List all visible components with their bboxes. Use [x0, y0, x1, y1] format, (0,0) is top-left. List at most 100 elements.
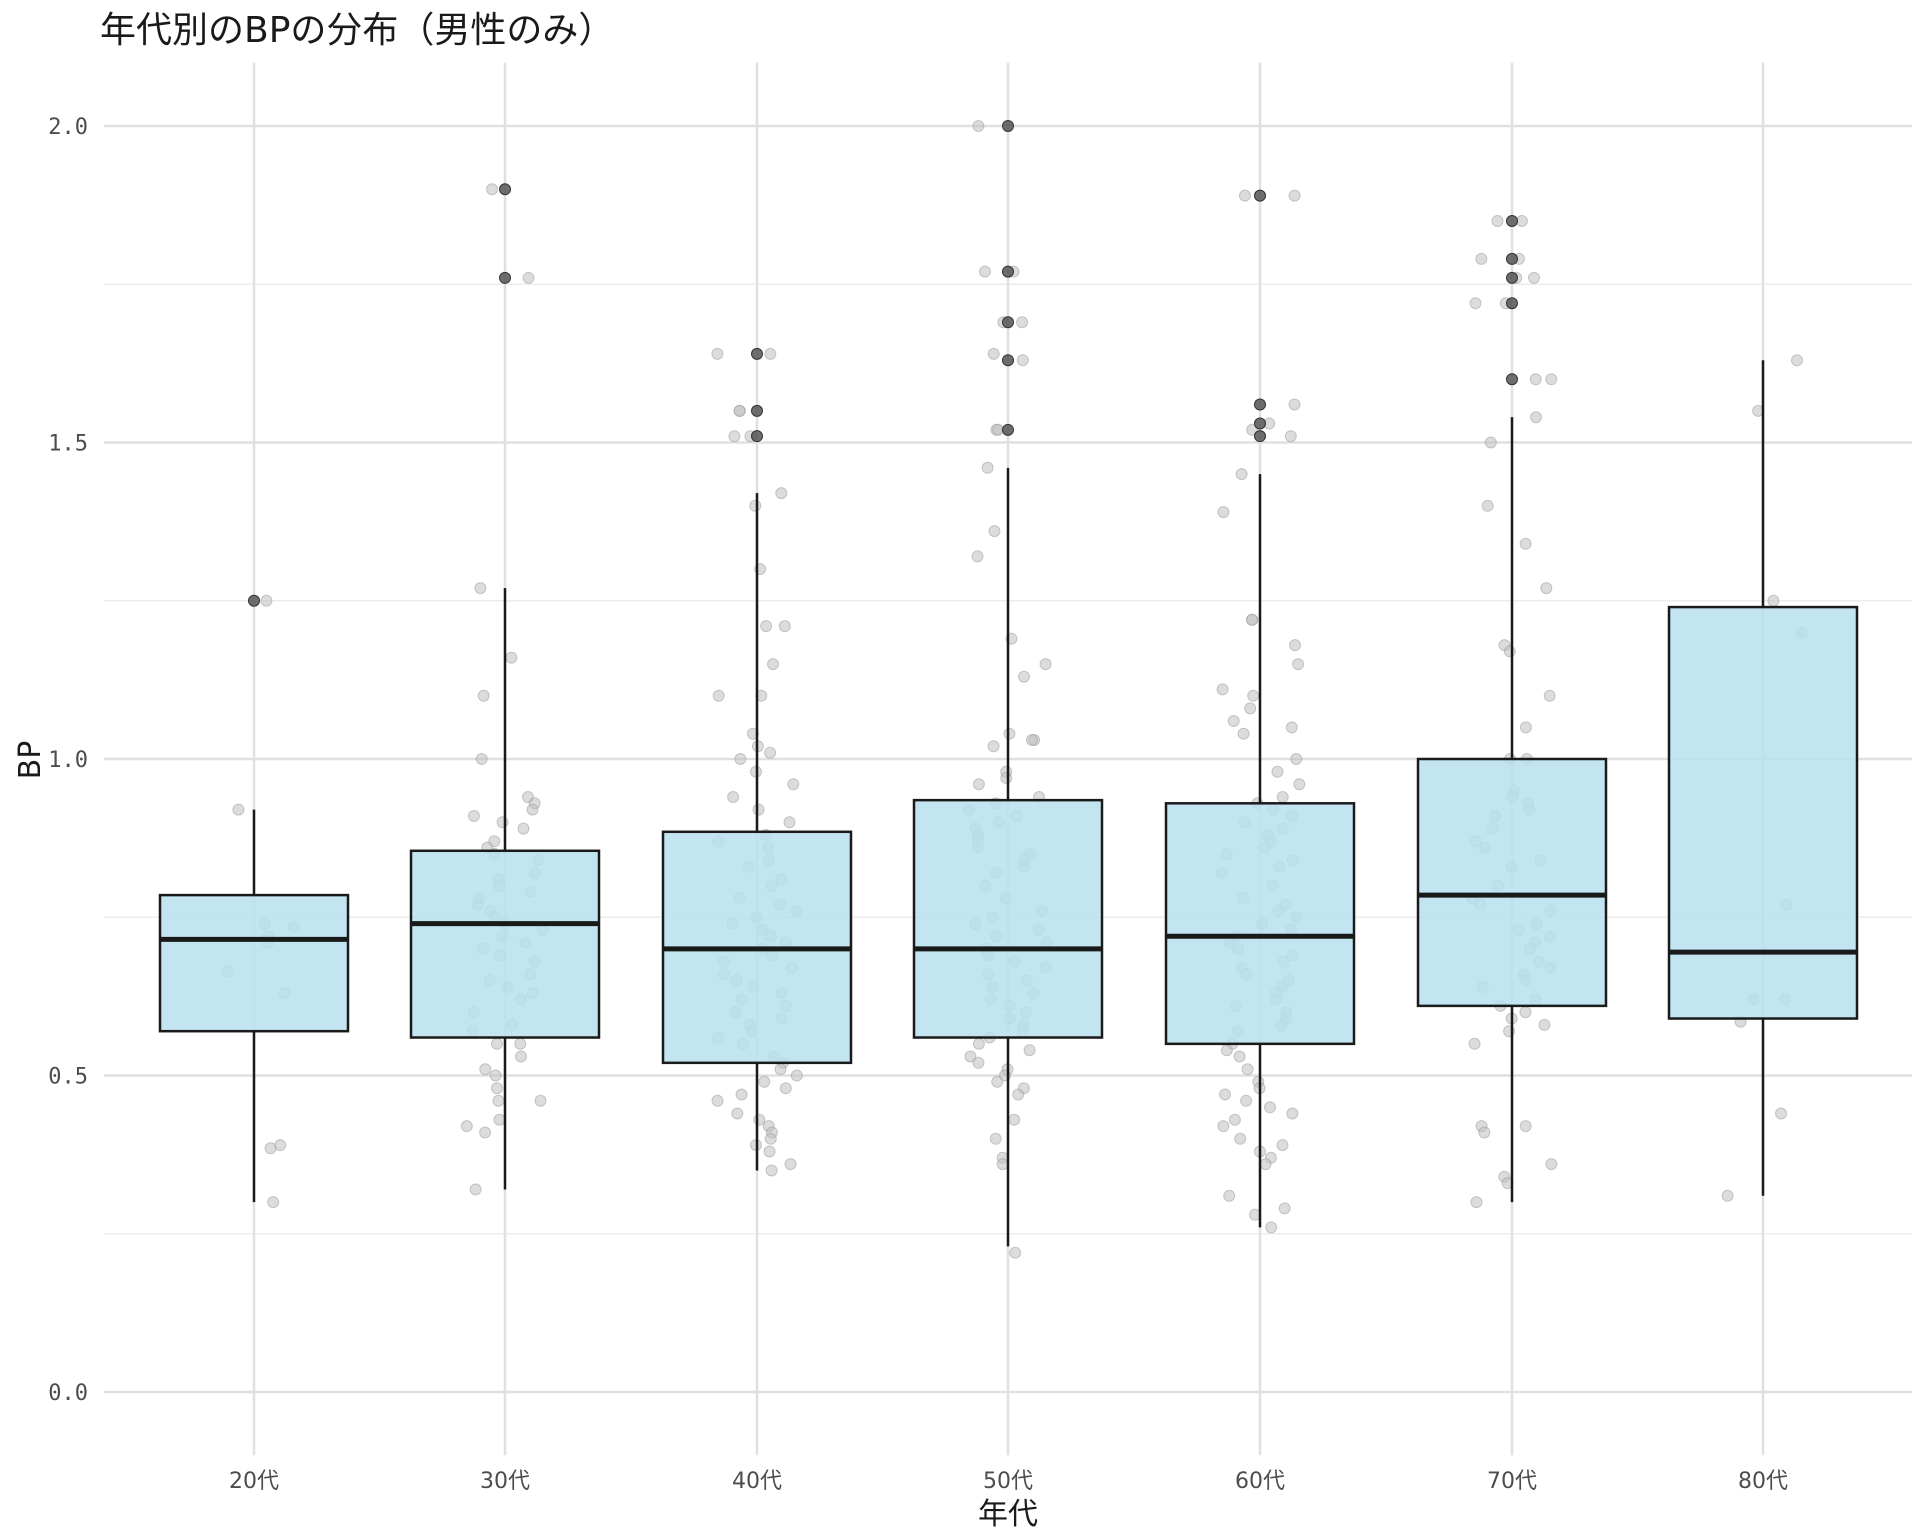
tick-label-layer: 0.0 0.5 1.0 1.5 2.0 20代 30代 40代 50代 60代 70代 80代	[48, 115, 1788, 1494]
jitter-point	[491, 1082, 503, 1095]
jitter-point	[972, 1037, 985, 1050]
box-iqr	[1164, 802, 1356, 1046]
y-tick-label: 1.0	[48, 748, 88, 773]
jitter-point	[1008, 1113, 1021, 1126]
jitter-point	[479, 1063, 492, 1076]
jitter-point	[964, 1050, 977, 1063]
jitter-point	[1259, 1158, 1272, 1171]
jitter-point	[753, 1113, 766, 1126]
x-tick-label: 70代	[1487, 1469, 1537, 1494]
outlier-point	[751, 404, 763, 417]
jitter-point	[1219, 1088, 1231, 1101]
jitter-point	[1468, 1037, 1481, 1050]
jitter-point	[1519, 1006, 1532, 1019]
box-iqr	[1416, 757, 1608, 1008]
outlier-point	[1254, 398, 1266, 411]
jitter-point	[1039, 658, 1052, 671]
jitter-point	[1278, 1202, 1291, 1215]
jitter-point	[1023, 1044, 1036, 1057]
outlier-point	[1002, 423, 1014, 436]
jitter-point	[774, 1063, 787, 1076]
jitter-point	[1227, 715, 1240, 727]
jitter-point	[760, 620, 773, 633]
jitter-point	[1284, 430, 1297, 443]
outlier-layer	[248, 120, 1518, 607]
jitter-point	[734, 753, 747, 765]
jitter-point	[1000, 772, 1013, 784]
outlier-point	[1002, 316, 1014, 329]
jitter-point	[727, 791, 740, 803]
jitter-point	[1767, 594, 1780, 607]
jitter-point	[1233, 1050, 1246, 1063]
jitter-point	[1240, 1094, 1253, 1107]
jitter-point	[733, 404, 746, 417]
jitter-point	[1244, 702, 1257, 715]
jitter-point	[728, 430, 741, 443]
jitter-point	[1491, 215, 1504, 227]
jitter-point	[1290, 753, 1303, 765]
jitter-point	[505, 651, 518, 664]
jitter-point	[467, 810, 480, 822]
jitter-point	[779, 1082, 792, 1095]
jitter-point	[1235, 468, 1248, 481]
outlier-point	[1506, 252, 1518, 265]
jitter-point	[767, 658, 779, 671]
jitter-point	[972, 120, 985, 132]
jitter-point	[989, 1132, 1002, 1145]
jitter-point	[1484, 436, 1497, 449]
jitter-point	[731, 1107, 744, 1120]
jitter-points-layer	[221, 120, 1808, 1259]
box-iqr	[409, 849, 601, 1039]
outlier-point	[1002, 265, 1014, 278]
jitter-point	[514, 1037, 527, 1050]
jitter-point	[492, 1094, 505, 1107]
jitter-point	[1016, 316, 1029, 329]
jitter-point	[1276, 1139, 1289, 1152]
jitter-point	[746, 727, 759, 740]
box-iqr	[1667, 605, 1859, 1020]
jitter-point	[1545, 1158, 1558, 1171]
chart-title: 年代別のBPの分布（男性のみ）	[100, 10, 614, 51]
outlier-point	[1254, 430, 1266, 443]
x-tick-label: 50代	[983, 1469, 1033, 1494]
jitter-point	[517, 822, 530, 835]
outlier-point	[751, 347, 763, 360]
jitter-point	[764, 1132, 777, 1145]
outlier-point	[1506, 271, 1518, 284]
jitter-point	[493, 1113, 506, 1126]
jitter-point	[1791, 354, 1803, 367]
jitter-point	[1217, 1120, 1230, 1133]
jitter-point	[763, 1145, 776, 1158]
jitter-point	[515, 1050, 527, 1063]
y-tick-label: 1.5	[48, 432, 88, 457]
y-tick-label: 0.5	[48, 1065, 88, 1090]
jitter-point	[491, 1037, 503, 1050]
jitter-point	[469, 1183, 482, 1196]
jitter-point	[1246, 423, 1259, 436]
jitter-point	[1503, 645, 1516, 658]
y-axis-title: BP	[13, 741, 48, 780]
jitter-point	[775, 487, 788, 500]
jitter-point	[1217, 506, 1230, 519]
x-axis-title: 年代	[978, 1497, 1038, 1532]
x-tick-label: 30代	[480, 1469, 530, 1494]
outlier-point	[1506, 214, 1518, 227]
jitter-point	[778, 620, 791, 633]
jitter-point	[232, 803, 245, 816]
jitter-point	[996, 1158, 1009, 1171]
jitter-point	[1285, 721, 1298, 734]
jitter-point	[758, 1075, 771, 1088]
jitter-point	[1293, 778, 1306, 791]
jitter-point	[1775, 1107, 1787, 1120]
jitter-point	[1264, 1101, 1276, 1114]
jitter-point	[474, 582, 487, 595]
jitter-point	[1530, 411, 1542, 424]
jitter-point	[712, 689, 725, 702]
jitter-point	[496, 816, 509, 829]
jitter-point	[1026, 734, 1038, 746]
outlier-point	[1002, 120, 1014, 132]
jitter-point	[1529, 373, 1542, 386]
jitter-point	[1271, 765, 1284, 778]
